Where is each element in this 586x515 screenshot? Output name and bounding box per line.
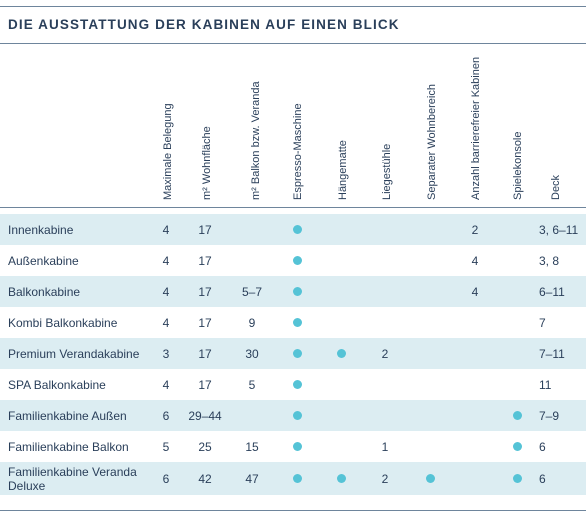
balkon-value: 5 — [248, 377, 256, 392]
barrierefrei-value: 4 — [471, 284, 479, 299]
balkon-value: 15 — [245, 439, 259, 454]
belegung-value: 4 — [162, 253, 170, 268]
haengematte-dot — [336, 474, 346, 483]
espresso-dot — [292, 411, 302, 420]
table-row: SPA Balkonkabine 4 17 5 11 — [0, 369, 586, 400]
cabin-name: Innenkabine — [8, 222, 74, 237]
belegung-value: 4 — [162, 315, 170, 330]
belegung-value: 4 — [162, 222, 170, 237]
konsole-dot — [512, 442, 522, 451]
deck-value: 7–9 — [539, 408, 560, 423]
table-body: Innenkabine 4 17 2 3, 6–11 Außenkabine 4 17 4 3, … — [0, 214, 586, 495]
cabin-name: Außenkabine — [8, 253, 79, 268]
deck-value: 7 — [539, 315, 546, 330]
espresso-dot — [292, 442, 302, 451]
barrierefrei-value: 4 — [471, 253, 479, 268]
column-header-label: Liegestühle — [381, 143, 393, 200]
deck-value: 6 — [539, 471, 546, 486]
deck-value: 7–11 — [539, 346, 565, 361]
espresso-dot — [292, 256, 302, 265]
header-divider — [0, 207, 586, 208]
table-row: Innenkabine 4 17 2 3, 6–11 — [0, 214, 586, 245]
konsole-dot — [512, 474, 522, 483]
balkon-value: 30 — [245, 346, 259, 361]
deck-value: 3, 8 — [539, 253, 560, 268]
column-header-label: Maximale Belegung — [162, 103, 174, 200]
cabin-name: SPA Balkonkabine — [8, 377, 106, 392]
liegestuehle-value: 2 — [381, 471, 389, 486]
table-row: Familienkabine Außen 6 29–44 7–9 — [0, 400, 586, 431]
deck-value: 3, 6–11 — [539, 222, 579, 237]
wohnflaeche-value: 29–44 — [188, 408, 222, 423]
table-title: DIE AUSSTATTUNG DER KABINEN AUF EINEN BL… — [8, 17, 400, 32]
balkon-value: 5–7 — [241, 284, 263, 299]
table-row: Außenkabine 4 17 4 3, 8 — [0, 245, 586, 276]
espresso-dot — [292, 225, 302, 234]
column-header-label: m² Wohnfläche — [201, 126, 213, 200]
espresso-dot — [292, 380, 302, 389]
wohnflaeche-value: 17 — [198, 377, 212, 392]
wohnflaeche-value: 17 — [198, 346, 212, 361]
belegung-value: 4 — [162, 377, 170, 392]
wohnflaeche-value: 17 — [198, 222, 212, 237]
espresso-dot — [292, 318, 302, 327]
wohnflaeche-value: 25 — [198, 439, 212, 454]
konsole-dot — [512, 411, 522, 420]
cabin-name: Familienkabine Balkon — [8, 439, 129, 454]
deck-value: 6–11 — [539, 284, 565, 299]
column-header-label: Deck — [550, 174, 562, 200]
liegestuehle-value: 1 — [381, 439, 389, 454]
balkon-value: 47 — [245, 471, 259, 486]
column-header-label: Espresso-Maschine — [292, 103, 304, 200]
cabin-name: Kombi Balkonkabine — [8, 315, 118, 330]
table-row: Premium Verandakabine 3 17 30 2 7–11 — [0, 338, 586, 369]
table-row: Familienkabine Veranda Deluxe 6 42 47 2 6 — [0, 462, 586, 495]
column-header-label: Hängematte — [337, 140, 349, 200]
wohnflaeche-value: 17 — [198, 284, 212, 299]
belegung-value: 4 — [162, 284, 170, 299]
table-frame — [0, 6, 586, 511]
belegung-value: 6 — [162, 471, 170, 486]
title-divider — [0, 43, 586, 44]
column-header-label: m² Balkon bzw. Veranda — [250, 81, 262, 200]
belegung-value: 3 — [162, 346, 170, 361]
belegung-value: 6 — [162, 408, 170, 423]
table-row: Balkonkabine 4 17 5–7 4 6–11 — [0, 276, 586, 307]
espresso-dot — [292, 287, 302, 296]
cabin-name: Balkonkabine — [8, 284, 81, 299]
table-row: Kombi Balkonkabine 4 17 9 7 — [0, 307, 586, 338]
wohnflaeche-value: 42 — [198, 471, 212, 486]
espresso-dot — [292, 349, 302, 358]
cabin-name: Familienkabine Veranda Deluxe — [8, 464, 137, 493]
cabin-name: Familienkabine Außen — [8, 408, 127, 423]
table-row: Familienkabine Balkon 5 25 15 1 6 — [0, 431, 586, 462]
wohnbereich-dot — [425, 474, 435, 483]
column-header-label: Spielekonsole — [512, 131, 524, 201]
belegung-value: 5 — [162, 439, 170, 454]
deck-value: 6 — [539, 439, 546, 454]
wohnflaeche-value: 17 — [198, 253, 212, 268]
wohnflaeche-value: 17 — [198, 315, 212, 330]
barrierefrei-value: 2 — [471, 222, 479, 237]
cabin-name: Premium Verandakabine — [8, 346, 140, 361]
balkon-value: 9 — [248, 315, 256, 330]
deck-value: 11 — [539, 377, 552, 392]
column-header-label: Separater Wohnbereich — [426, 84, 438, 200]
espresso-dot — [292, 474, 302, 483]
liegestuehle-value: 2 — [381, 346, 389, 361]
column-header-label: Anzahl barrierefreier Kabinen — [470, 56, 482, 200]
haengematte-dot — [336, 349, 346, 358]
